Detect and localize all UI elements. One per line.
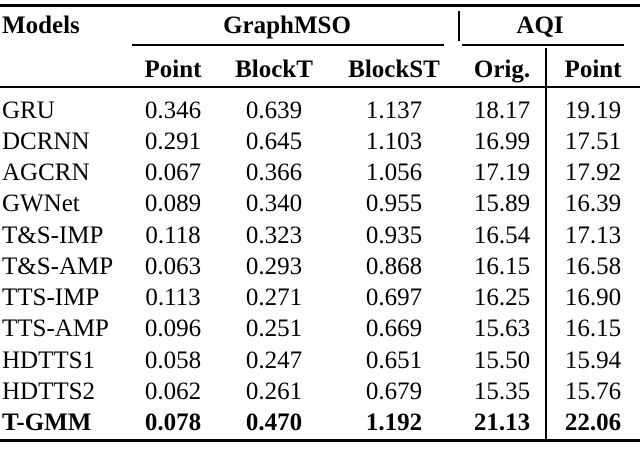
value-cell: 0.645: [245, 127, 303, 155]
bottom-rule: [0, 439, 640, 442]
graphmso-underline: [132, 44, 444, 46]
value-cell: 0.118: [145, 221, 201, 249]
section-divider: [458, 11, 460, 41]
value-cell: 16.15: [564, 315, 622, 343]
value-cell: 0.470: [245, 409, 303, 437]
value-cell: 0.078: [144, 409, 202, 437]
value-cell: 0.346: [144, 96, 202, 124]
value-cell: 17.51: [564, 127, 622, 155]
table-row: TTS-AMP 0.096 0.251 0.669 15.63 16.15: [0, 314, 640, 345]
table-row: HDTTS2 0.062 0.261 0.679 15.35 15.76: [0, 376, 640, 407]
model-cell: GWNet: [2, 190, 80, 218]
col-header-graphmso-blockt: BlockT: [235, 55, 313, 83]
value-cell: 0.340: [245, 190, 303, 218]
value-cell: 0.062: [144, 377, 202, 405]
value-cell: 0.868: [365, 252, 423, 280]
value-cell: 19.19: [564, 96, 622, 124]
table-row-highlight: T-GMM 0.078 0.470 1.192 21.13 22.06: [0, 408, 640, 439]
value-cell: 0.323: [245, 221, 303, 249]
aqi-underline: [462, 44, 624, 46]
value-cell: 16.25: [473, 284, 531, 312]
value-cell: 0.063: [144, 252, 202, 280]
value-cell: 1.192: [365, 409, 423, 437]
value-cell: 1.137: [365, 96, 423, 124]
value-cell: 0.271: [245, 284, 303, 312]
value-cell: 0.935: [365, 221, 423, 249]
value-cell: 0.651: [365, 346, 423, 374]
table-row: AGCRN 0.067 0.366 1.056 17.19 17.92: [0, 158, 640, 189]
results-table: Models GraphMSO AQI Point BlockT BlockST…: [0, 7, 640, 439]
value-cell: 0.366: [245, 159, 303, 187]
value-cell: 0.679: [365, 377, 423, 405]
value-cell: 0.089: [144, 190, 202, 218]
group-header-row: Models GraphMSO AQI: [0, 7, 640, 45]
value-cell: 1.103: [365, 127, 423, 155]
group-header-graphmso: GraphMSO: [223, 11, 351, 39]
value-cell: 15.63: [473, 315, 531, 343]
col-header-aqi-point: Point: [564, 55, 622, 83]
value-cell: 22.06: [564, 409, 622, 437]
value-cell: 16.39: [564, 190, 622, 218]
value-cell: 0.251: [245, 315, 303, 343]
value-cell: 15.89: [473, 190, 531, 218]
value-cell: 16.90: [564, 284, 622, 312]
value-cell: 0.955: [365, 190, 423, 218]
col-header-models: Models: [2, 11, 80, 39]
table-row: GRU 0.346 0.639 1.137 18.17 19.19: [0, 95, 640, 126]
value-cell: 16.15: [473, 252, 531, 280]
model-cell: TTS-AMP: [2, 315, 109, 343]
value-cell: 0.113: [145, 284, 201, 312]
sub-header-row: Point BlockT BlockST Orig. Point: [0, 45, 640, 95]
table-row: HDTTS1 0.058 0.247 0.651 15.50 15.94: [0, 345, 640, 376]
model-cell: TTS-IMP: [2, 284, 100, 312]
top-rule: [0, 4, 640, 7]
value-cell: 16.54: [473, 221, 531, 249]
table-row: DCRNN 0.291 0.645 1.103 16.99 17.51: [0, 126, 640, 157]
model-cell: T-GMM: [2, 409, 92, 437]
value-cell: 18.17: [473, 96, 531, 124]
value-cell: 16.58: [564, 252, 622, 280]
value-cell: 15.50: [473, 346, 531, 374]
value-cell: 0.067: [144, 159, 202, 187]
value-cell: 21.13: [473, 409, 531, 437]
value-cell: 17.92: [564, 159, 622, 187]
value-cell: 0.096: [144, 315, 202, 343]
mid-rule: [0, 86, 640, 88]
model-cell: HDTTS2: [2, 377, 96, 405]
value-cell: 0.058: [144, 346, 202, 374]
table-row: T&S-AMP 0.063 0.293 0.868 16.15 16.58: [0, 251, 640, 282]
group-header-aqi: AQI: [516, 11, 564, 39]
value-cell: 0.639: [245, 96, 303, 124]
value-cell: 0.697: [365, 284, 423, 312]
value-cell: 0.293: [245, 252, 303, 280]
column-divider: [545, 48, 547, 442]
value-cell: 1.056: [365, 159, 423, 187]
model-cell: T&S-AMP: [2, 252, 114, 280]
value-cell: 15.76: [564, 377, 622, 405]
table-row: TTS-IMP 0.113 0.271 0.697 16.25 16.90: [0, 283, 640, 314]
col-header-aqi-orig: Orig.: [473, 55, 531, 83]
value-cell: 17.19: [473, 159, 531, 187]
value-cell: 0.247: [245, 346, 303, 374]
value-cell: 0.261: [245, 377, 303, 405]
value-cell: 15.35: [473, 377, 531, 405]
model-cell: HDTTS1: [2, 346, 96, 374]
table-row: T&S-IMP 0.118 0.323 0.935 16.54 17.13: [0, 220, 640, 251]
table-row: GWNet 0.089 0.340 0.955 15.89 16.39: [0, 189, 640, 220]
model-cell: DCRNN: [2, 127, 90, 155]
value-cell: 16.99: [473, 127, 531, 155]
col-header-graphmso-blockst: BlockST: [348, 55, 440, 83]
value-cell: 17.13: [564, 221, 622, 249]
model-cell: GRU: [2, 96, 55, 124]
model-cell: T&S-IMP: [2, 221, 104, 249]
value-cell: 15.94: [564, 346, 622, 374]
model-cell: AGCRN: [2, 159, 90, 187]
value-cell: 0.291: [144, 127, 202, 155]
value-cell: 0.669: [365, 315, 423, 343]
col-header-graphmso-point: Point: [144, 55, 202, 83]
